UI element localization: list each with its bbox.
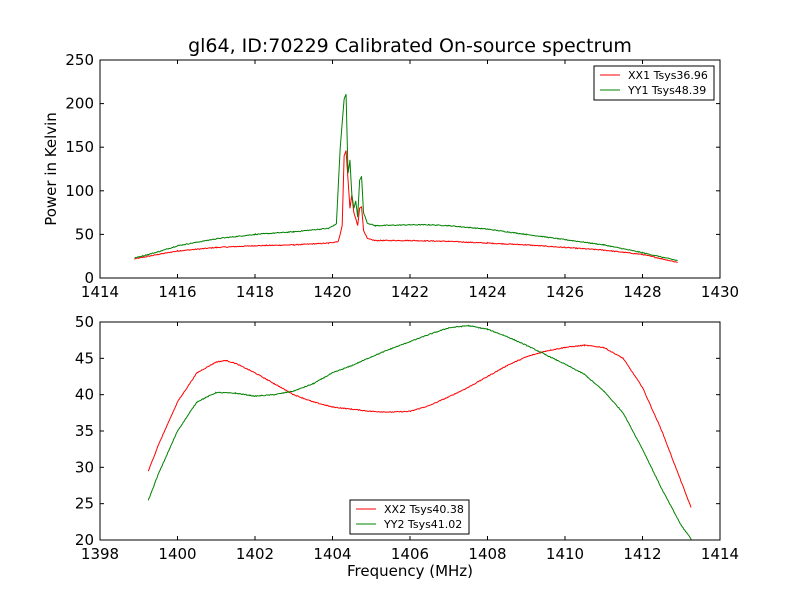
legend-box: [349, 499, 470, 535]
y-tick-label: 20: [75, 531, 94, 549]
x-tick-label: 1426: [546, 283, 584, 301]
y-tick-label: 150: [65, 138, 94, 156]
y-tick-label: 35: [75, 422, 94, 440]
x-tick-label: 1398: [81, 545, 119, 563]
legend-entry: YY1 Tsys48.39: [627, 84, 706, 97]
panel-1: 1414 1416 1418 1420 1422 1424 1426 1428 1430 0 50 1…: [42, 51, 739, 301]
chart-title: gl64, ID:70229 Calibrated On-source spec…: [188, 35, 632, 57]
y-tick-label: 30: [75, 458, 94, 476]
x-tick-label: 1402: [236, 545, 274, 563]
y-tick-label: 200: [65, 95, 94, 113]
x-tick-label: 1408: [468, 545, 506, 563]
panel-2: 1398 1400 1402 1404 1406 1408 1410 1412 1414 20 25…: [75, 313, 739, 580]
legend-entry: XX2 Tsys40.38: [384, 503, 464, 516]
panels: 1414 1416 1418 1420 1422 1424 1426 1428 14300501…: [42, 51, 739, 580]
x-tick-label: 1416: [158, 283, 196, 301]
y-tick-label: 50: [75, 313, 94, 331]
x-tick-label: 1420: [313, 283, 351, 301]
y-tick-label: 0: [84, 269, 94, 287]
x-tick-label: 1404: [313, 545, 351, 563]
x-tick-label: 1422: [391, 283, 429, 301]
legend-entry: XX1 Tsys36.96: [628, 69, 708, 82]
series-line-1-2: [134, 94, 678, 261]
y-tick-label: 25: [75, 495, 94, 513]
x-tick-label: 1424: [468, 283, 506, 301]
x-tick-label: 1418: [236, 283, 274, 301]
legend-entry: YY2 Tsys41.02: [383, 518, 462, 531]
x-axis-label: Frequency (MHz): [347, 562, 473, 580]
x-tick-label: 1400: [158, 545, 196, 563]
y-tick-label: 40: [75, 386, 94, 404]
x-tick-label: 1414: [701, 545, 739, 563]
x-tick-label: 1430: [701, 283, 739, 301]
series-line-1-1: [134, 150, 678, 263]
y-axis-label: Power in Kelvin: [42, 112, 60, 226]
series-line-2-1: [147, 344, 692, 508]
y-tick-label: 250: [65, 51, 94, 69]
x-tick-label: 1428: [623, 283, 661, 301]
legend-2: XX2 Tsys40.38 YY2 Tsys41.02: [349, 499, 470, 535]
y-tick-label: 100: [65, 182, 94, 200]
y-tick-label: 50: [75, 225, 94, 243]
x-tick-label: 1410: [546, 545, 584, 563]
x-tick-label: 1414: [81, 283, 119, 301]
y-tick-label: 45: [75, 349, 94, 367]
legend-box: [593, 65, 715, 101]
x-tick-label: 1406: [391, 545, 429, 563]
series-line-2-2: [147, 324, 692, 540]
x-tick-label: 1412: [623, 545, 661, 563]
legend-1: XX1 Tsys36.96 YY1 Tsys48.39: [593, 65, 715, 101]
